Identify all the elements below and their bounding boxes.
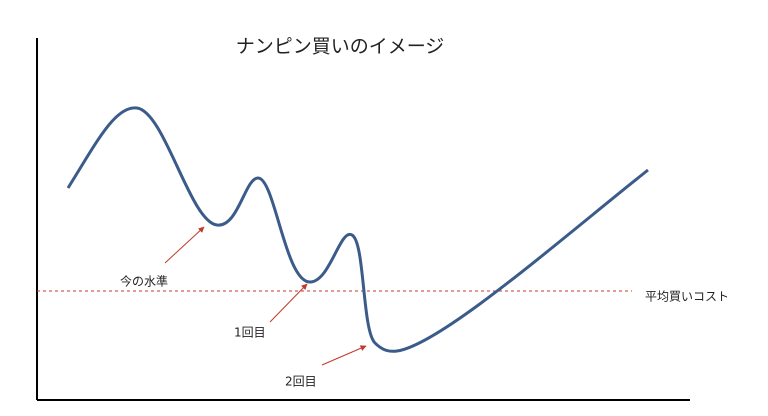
annotation: 今の水準: [120, 274, 168, 289]
arrow: [164, 226, 205, 264]
arrow: [321, 345, 367, 366]
annotation: 平均買いコスト: [645, 290, 729, 304]
arrow: [269, 283, 308, 323]
price-curve: [66, 106, 649, 353]
annotation: 2回目: [285, 375, 317, 389]
annotation: 1回目: [234, 326, 266, 340]
title: ナンピン買いのイメージ: [236, 36, 445, 58]
